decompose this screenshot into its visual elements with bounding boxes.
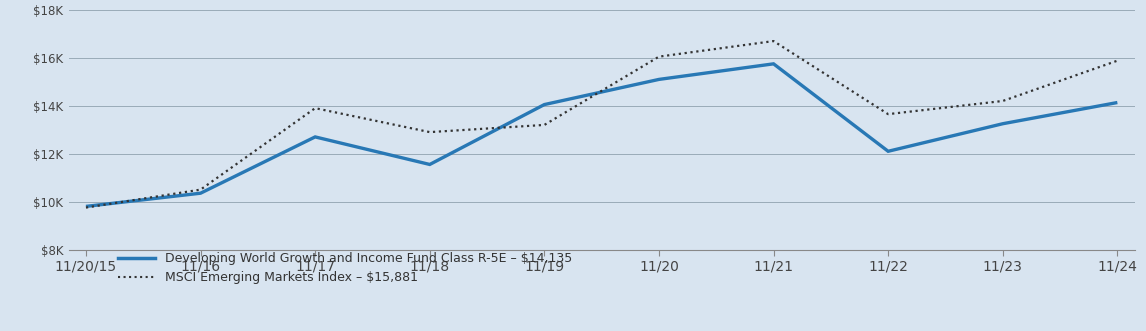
Legend: Developing World Growth and Income Fund Class R-5E – $14,135, MSCI Emerging Mark: Developing World Growth and Income Fund …	[118, 252, 572, 284]
